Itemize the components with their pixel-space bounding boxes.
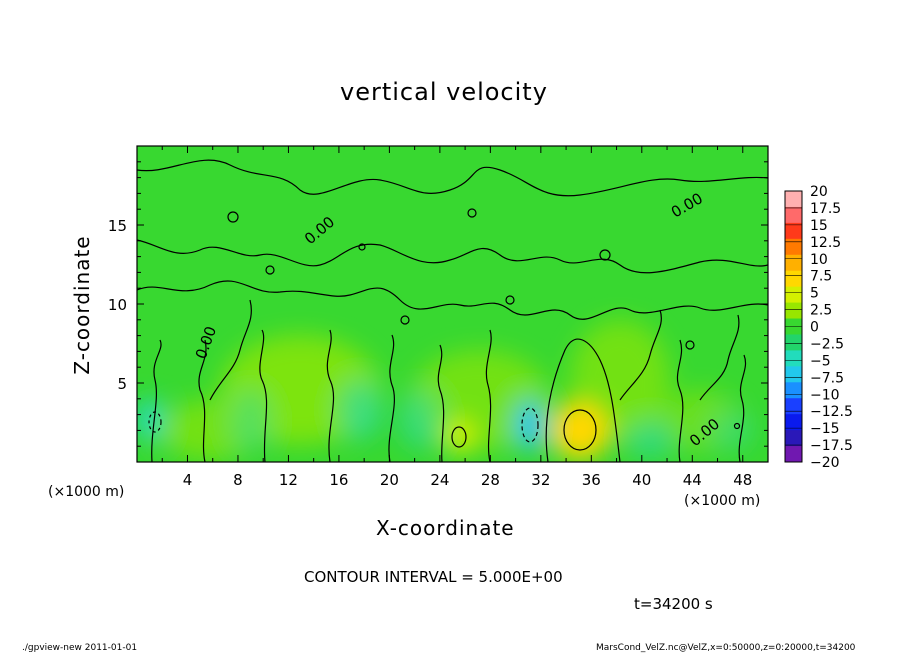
colorbar-swatch	[785, 350, 802, 367]
contour-line	[151, 339, 162, 462]
colorbar-swatch	[785, 270, 802, 288]
x-tick-label: 32	[531, 471, 550, 489]
colorbar-label: 10	[810, 252, 828, 268]
y-tick-label: 10	[108, 296, 127, 314]
colorbar-label: 12.5	[810, 235, 841, 251]
colorbar-swatch	[785, 334, 802, 351]
contour-lines	[137, 159, 768, 462]
colorbar-label: −15	[810, 421, 840, 437]
x-tick-label: 12	[279, 471, 298, 489]
x-axis: 4 8 12 16 20 24 28 32 36 40 44 48	[161, 146, 752, 489]
contour-closed	[358, 243, 366, 251]
contour-line	[738, 354, 746, 462]
x-tick-label: 8	[233, 471, 243, 489]
colorbar-swatch	[785, 222, 802, 240]
colorbar-swatch	[785, 366, 802, 383]
heatmap-field: 0.00 0.00 0.00 0.00	[137, 146, 768, 462]
x-unit-label-right: (×1000 m)	[684, 493, 761, 509]
contour-line	[388, 334, 395, 462]
x-tick-label: 36	[582, 471, 601, 489]
contour-line	[437, 344, 445, 462]
colorbar-label: −5	[810, 353, 831, 369]
contour-closed	[521, 407, 539, 443]
contour-closed	[467, 208, 477, 218]
contour-line	[209, 299, 252, 401]
colorbar-swatch	[785, 446, 802, 463]
y-tick-label: 5	[117, 375, 127, 393]
colorbar-label: 20	[810, 184, 828, 200]
colorbar: 2017.51512.5107.552.50−2.5−5−7.5−10−12.5…	[784, 184, 853, 471]
colorbar-swatch	[785, 382, 802, 399]
contour-line	[137, 159, 768, 197]
contour-closed	[733, 422, 741, 430]
contour-closed	[563, 409, 597, 451]
colorbar-label: −7.5	[810, 370, 844, 386]
x-tick-label: 44	[683, 471, 702, 489]
x-tick-label: 16	[329, 471, 348, 489]
x-axis-label: X-coordinate	[376, 516, 515, 540]
contour-closed	[265, 265, 275, 275]
contour-closed	[451, 426, 467, 448]
colorbar-label: 17.5	[810, 201, 841, 217]
contour-closed	[599, 249, 611, 261]
colorbar-swatch	[785, 286, 802, 304]
colorbar-label: −20	[810, 455, 840, 471]
colorbar-label: 2.5	[810, 303, 832, 319]
colorbar-swatch	[785, 206, 802, 224]
contour-closed	[685, 340, 695, 350]
colorbar-label: −17.5	[810, 438, 853, 454]
colorbar-label: 15	[810, 218, 828, 234]
colorbar-swatch	[785, 191, 802, 208]
x-tick-label: 24	[430, 471, 449, 489]
contour-line	[485, 329, 492, 462]
contour-closed	[505, 295, 515, 305]
field-shading	[137, 320, 754, 460]
contour-closed	[400, 315, 410, 325]
x-tick-label: 40	[632, 471, 651, 489]
colorbar-label: 5	[810, 286, 819, 302]
colorbar-swatch	[785, 302, 802, 320]
colorbar-swatch	[785, 430, 802, 447]
x-tick-label: 20	[380, 471, 399, 489]
colorbar-label: −2.5	[810, 336, 844, 352]
colorbar-label: −10	[810, 387, 840, 403]
x-tick-label: 48	[733, 471, 752, 489]
y-axis: 5 10 15	[108, 161, 768, 447]
footer-right-text: MarsCond_VelZ.nc@VelZ,x=0:50000,z=0:2000…	[596, 643, 856, 653]
y-tick-label: 15	[108, 217, 127, 235]
colorbar-swatch	[785, 398, 802, 415]
contour-line	[699, 314, 740, 401]
contour-interval-text: CONTOUR INTERVAL = 5.000E+00	[304, 568, 563, 586]
contour-closed	[148, 411, 162, 433]
contour-line	[137, 239, 768, 274]
contour-line	[326, 329, 335, 462]
time-label: t=34200 s	[634, 595, 713, 613]
contour-line	[545, 338, 621, 462]
colorbar-label: 0	[810, 320, 819, 336]
colorbar-swatch	[785, 238, 802, 256]
contour-closed	[227, 211, 239, 223]
footer-left-text: ./gpview-new 2011-01-01	[22, 643, 138, 653]
x-tick-label: 4	[183, 471, 193, 489]
colorbar-label: 7.5	[810, 269, 832, 285]
contour-line	[619, 309, 662, 401]
x-unit-label-left: (×1000 m)	[48, 484, 125, 500]
contour-line	[259, 329, 268, 462]
x-tick-label: 28	[481, 471, 500, 489]
chart-title: vertical velocity	[340, 78, 548, 106]
colorbar-swatch	[785, 414, 802, 431]
contour-line	[198, 339, 207, 462]
contour-line	[676, 339, 684, 462]
colorbar-label: −12.5	[810, 404, 853, 420]
contour-line	[137, 280, 768, 320]
colorbar-swatch	[785, 254, 802, 272]
